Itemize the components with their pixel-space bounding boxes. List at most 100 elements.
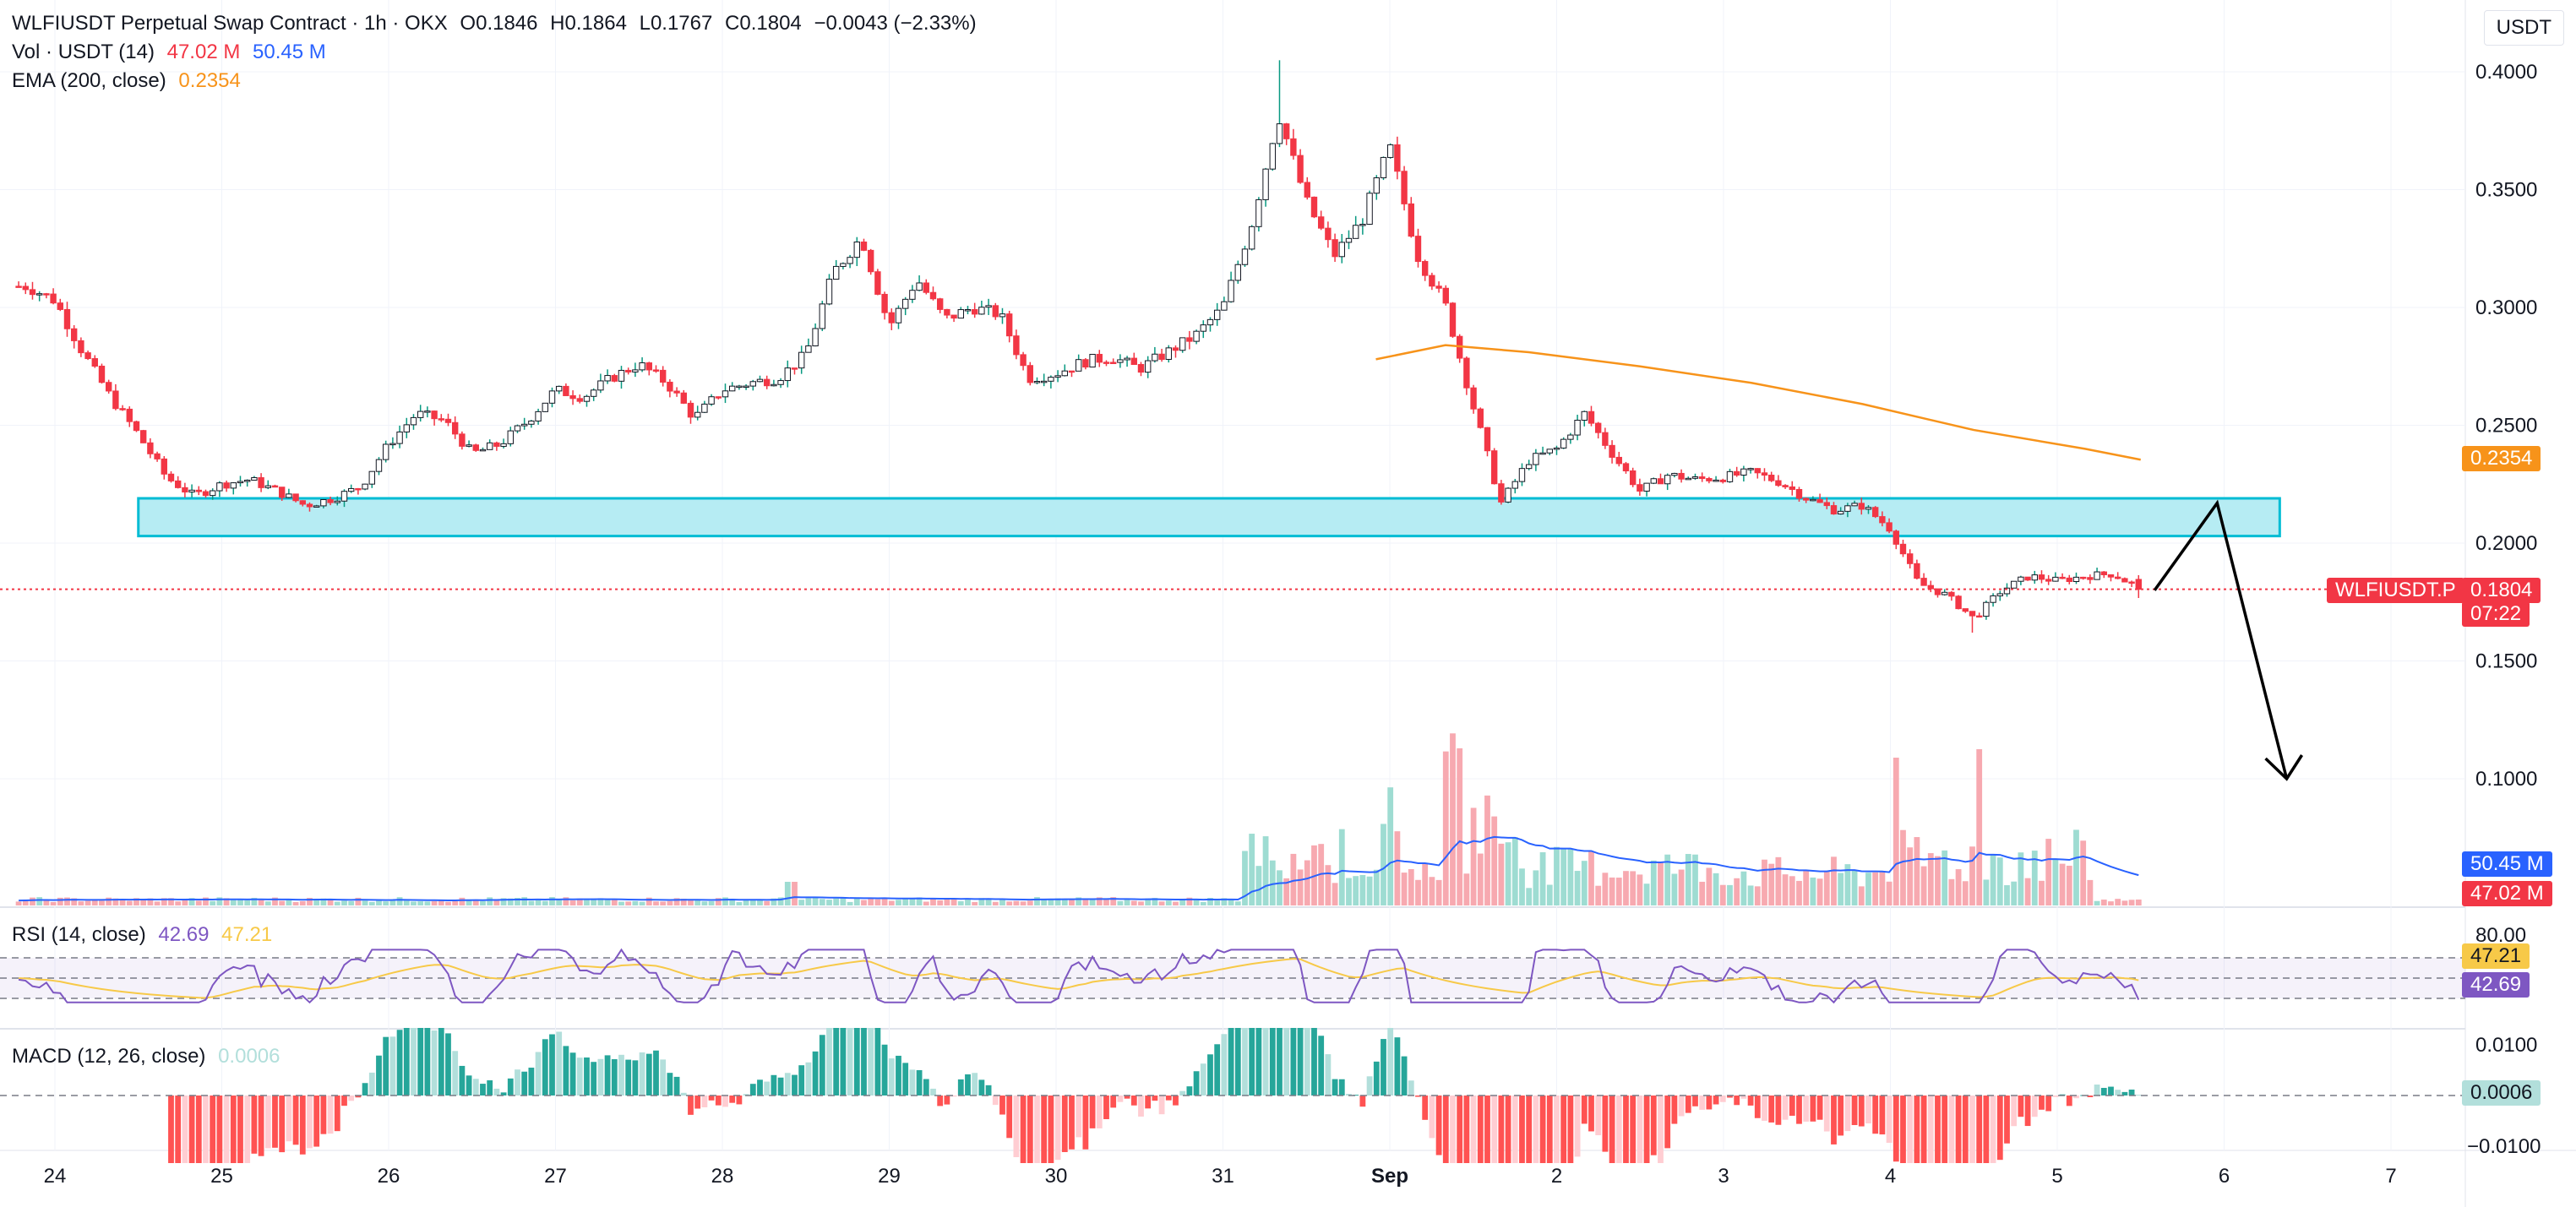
candle-down bbox=[2059, 576, 2066, 579]
macd-value: 0.0006 bbox=[218, 1045, 280, 1068]
volume-bar bbox=[15, 901, 22, 905]
candle-down bbox=[2121, 578, 2128, 583]
volume-bar bbox=[2094, 900, 2100, 905]
macd-histogram-bar bbox=[1630, 1096, 1637, 1163]
candle-down bbox=[1816, 498, 1823, 503]
volume-bar bbox=[625, 901, 632, 905]
volume-bar bbox=[1678, 869, 1685, 905]
macd-histogram-bar bbox=[999, 1096, 1005, 1115]
volume-bar bbox=[902, 899, 909, 905]
candle-down bbox=[971, 308, 978, 315]
macd-histogram-bar bbox=[1353, 1095, 1359, 1096]
candle-down bbox=[1830, 505, 1838, 515]
macd-histogram-bar bbox=[1650, 1096, 1657, 1155]
price-tick-label: 0.1000 bbox=[2475, 768, 2537, 791]
macd-histogram-bar bbox=[1457, 1096, 1463, 1163]
candle-up bbox=[1359, 224, 1366, 226]
candle-up bbox=[535, 410, 542, 421]
macd-histogram-bar bbox=[1595, 1096, 1602, 1136]
macd-histogram-bar bbox=[1609, 1096, 1615, 1163]
macd-histogram-bar bbox=[1366, 1076, 1373, 1096]
volume-bar bbox=[680, 899, 687, 905]
candle-up bbox=[286, 493, 292, 498]
macd-histogram-bar bbox=[611, 1059, 618, 1096]
volume-bar bbox=[1373, 869, 1380, 905]
candle-down bbox=[563, 385, 569, 396]
volume-label: Vol · USDT (14) bbox=[12, 41, 155, 63]
candle-up bbox=[618, 369, 625, 382]
macd-histogram-bar bbox=[1574, 1096, 1581, 1157]
candle-down bbox=[923, 282, 929, 293]
volume-bar bbox=[2039, 880, 2045, 905]
candle-down bbox=[2128, 581, 2135, 584]
macd-histogram-bar bbox=[535, 1052, 542, 1096]
macd-label: MACD (12, 26, close) bbox=[12, 1045, 206, 1068]
macd-histogram-bar bbox=[1283, 1028, 1290, 1096]
macd-histogram-bar bbox=[2066, 1096, 2072, 1106]
candle-up bbox=[1048, 377, 1054, 382]
volume-bar bbox=[487, 897, 493, 905]
macd-histogram-bar bbox=[1346, 1094, 1352, 1096]
candle-up bbox=[188, 489, 195, 493]
macd-legend: MACD (12, 26, close) 0.0006 bbox=[12, 1045, 286, 1068]
candle-down bbox=[126, 408, 133, 422]
candle-up bbox=[1851, 503, 1858, 507]
volume-bar bbox=[1442, 751, 1449, 905]
candle-up bbox=[1671, 472, 1678, 476]
volume-bar bbox=[1942, 850, 1948, 905]
volume-bar bbox=[1027, 900, 1033, 905]
volume-bar bbox=[1470, 807, 1477, 905]
macd-histogram-bar bbox=[992, 1096, 999, 1106]
volume-bar bbox=[1539, 852, 1546, 905]
volume-bar bbox=[618, 901, 624, 905]
volume-bar bbox=[175, 901, 182, 905]
volume-bar bbox=[1145, 898, 1152, 905]
volume-bar bbox=[576, 898, 583, 905]
candle-down bbox=[1484, 427, 1491, 452]
candle-down bbox=[1186, 337, 1193, 342]
time-tick-label: 6 bbox=[2219, 1165, 2230, 1188]
volume-bar bbox=[2059, 863, 2066, 905]
macd-histogram-bar bbox=[1408, 1080, 1414, 1096]
macd-histogram-bar bbox=[396, 1030, 403, 1096]
macd-histogram-bar bbox=[1505, 1096, 1511, 1163]
projection-arrow bbox=[2153, 499, 2289, 780]
volume-bar bbox=[396, 897, 403, 905]
volume-bar bbox=[493, 899, 500, 905]
macd-histogram-bar bbox=[1450, 1096, 1456, 1163]
ema-legend: EMA (200, close) 0.2354 bbox=[12, 69, 248, 93]
volume-bar bbox=[64, 897, 70, 905]
macd-histogram-bar bbox=[1747, 1096, 1754, 1106]
candle-up bbox=[486, 442, 493, 450]
volume-bar bbox=[805, 898, 812, 905]
candle-down bbox=[1027, 365, 1033, 383]
candle-up bbox=[1248, 226, 1255, 250]
macd-histogram-bar bbox=[1816, 1096, 1823, 1120]
macd-histogram-bar bbox=[2039, 1096, 2045, 1110]
macd-histogram-bar bbox=[368, 1072, 375, 1096]
candle-down bbox=[1082, 359, 1089, 368]
volume-bar bbox=[1831, 856, 1837, 905]
currency-selector[interactable]: USDT bbox=[2483, 10, 2564, 46]
candle-down bbox=[667, 381, 673, 392]
volume-bar bbox=[1560, 849, 1567, 905]
candle-up bbox=[1664, 475, 1671, 485]
ohlc-high: H0.1864 bbox=[550, 12, 627, 35]
macd-histogram-bar bbox=[1152, 1096, 1158, 1101]
macd-histogram-bar bbox=[327, 1096, 334, 1134]
macd-histogram-bar bbox=[868, 1028, 874, 1096]
macd-histogram-bar bbox=[2135, 1095, 2142, 1096]
candle-down bbox=[84, 352, 91, 360]
macd-histogram-bar bbox=[1719, 1096, 1726, 1102]
candle-up bbox=[35, 293, 43, 296]
candle-up bbox=[375, 459, 383, 472]
macd-histogram-bar bbox=[1228, 1028, 1234, 1096]
candle-up bbox=[500, 443, 507, 447]
volume-bar bbox=[292, 901, 299, 905]
candle-up bbox=[528, 420, 535, 425]
countdown-tag: 07:22 bbox=[2462, 601, 2530, 627]
macd-histogram-bar bbox=[1615, 1096, 1622, 1163]
volume-bar bbox=[1955, 869, 1962, 905]
macd-histogram-bar bbox=[673, 1076, 680, 1096]
